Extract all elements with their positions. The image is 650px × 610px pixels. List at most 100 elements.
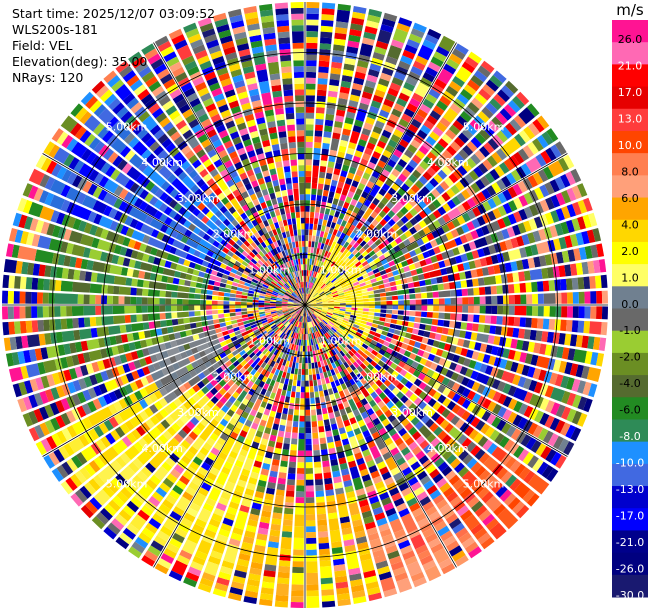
gate-group <box>355 401 363 409</box>
gate-group <box>435 415 481 457</box>
gate-group <box>453 98 466 110</box>
gate-group <box>231 320 282 357</box>
gate-group <box>335 416 345 429</box>
gate-group <box>408 288 416 294</box>
gate-group <box>399 461 457 547</box>
ray-56 <box>305 305 367 605</box>
gate-group <box>341 527 366 599</box>
ray-106 <box>103 70 305 305</box>
gate-group <box>537 306 562 318</box>
gate-group <box>288 379 293 386</box>
gate-group <box>260 445 275 476</box>
azimuth-line <box>42 304 306 457</box>
gate-group <box>268 321 275 326</box>
gate-group <box>308 309 313 315</box>
gate-group <box>188 223 197 232</box>
gate-group <box>50 376 93 400</box>
gate-group <box>246 237 254 245</box>
gate-group <box>289 273 294 279</box>
gate-group <box>485 296 492 305</box>
gate-group <box>303 322 305 346</box>
gate-group <box>149 141 160 152</box>
azimuth-line <box>304 304 568 457</box>
gate-group <box>155 336 213 361</box>
gate-group <box>353 234 360 242</box>
gate-group <box>427 298 434 305</box>
ray-50 <box>305 305 456 575</box>
gate-group <box>70 122 83 137</box>
gate-group <box>427 305 434 312</box>
gate-group <box>283 284 289 290</box>
gate-group <box>561 183 588 204</box>
gate-group <box>214 18 229 28</box>
gate-group <box>318 425 332 479</box>
gate-group <box>230 513 260 590</box>
gate-group <box>37 331 187 375</box>
gate-group <box>417 273 425 281</box>
gate-group <box>246 302 253 305</box>
gate-group <box>131 370 140 381</box>
gate-group <box>60 184 269 289</box>
gate-group <box>414 317 421 323</box>
gate-group <box>298 339 302 346</box>
gate-group <box>150 540 164 552</box>
gate-group <box>63 369 72 382</box>
gate-group <box>305 305 363 317</box>
gate-group <box>250 40 278 140</box>
gate-group <box>155 112 178 137</box>
gate-group <box>482 354 536 378</box>
gate-group <box>565 277 585 291</box>
gate-group <box>367 215 375 224</box>
ray-36 <box>305 305 593 413</box>
gate-group <box>495 485 508 498</box>
gate-group <box>314 107 325 143</box>
gate-group <box>400 395 409 404</box>
gate-group <box>433 355 566 418</box>
gate-group <box>369 445 381 460</box>
gate-group <box>290 7 304 14</box>
gate-group <box>334 339 340 346</box>
gate-group <box>394 236 403 245</box>
gate-group <box>286 348 291 355</box>
gate-group <box>293 356 297 363</box>
gate-group <box>52 317 261 385</box>
gate-group <box>352 383 359 391</box>
gate-group <box>290 326 297 338</box>
gate-group <box>460 88 473 101</box>
gate-group <box>249 270 256 276</box>
gate-group <box>74 489 88 503</box>
gate-group <box>421 299 428 305</box>
gate-group <box>8 227 18 242</box>
gate-group <box>305 276 371 305</box>
ray-35 <box>305 305 598 398</box>
gate-group <box>468 359 477 369</box>
gate-group <box>46 160 58 175</box>
gate-group <box>321 297 328 301</box>
gate-group <box>556 346 564 359</box>
colorbar-tick-label: 1.0 <box>621 271 639 284</box>
gate-group <box>72 370 109 392</box>
gate-group <box>350 161 376 207</box>
gate-group <box>446 491 484 536</box>
gate-group <box>285 282 291 288</box>
colorbar-tick-label: -17.0 <box>616 510 644 523</box>
gate-group <box>414 387 475 437</box>
gate-group <box>384 318 392 323</box>
gate-group <box>108 391 118 402</box>
gate-group <box>323 275 343 292</box>
gate-group <box>314 311 362 349</box>
gate-group <box>34 333 243 439</box>
gate-group <box>179 103 297 291</box>
gate-group <box>414 213 423 223</box>
gate-group <box>217 305 247 310</box>
gate-group <box>283 366 289 373</box>
gate-group <box>163 362 220 404</box>
gate-group <box>383 153 465 231</box>
gate-group <box>429 239 438 248</box>
gate-group <box>270 281 282 290</box>
gate-group <box>427 28 442 40</box>
gate-group <box>232 189 241 198</box>
gate-group <box>457 338 488 353</box>
gate-group <box>355 290 362 294</box>
gate-group <box>245 393 253 401</box>
